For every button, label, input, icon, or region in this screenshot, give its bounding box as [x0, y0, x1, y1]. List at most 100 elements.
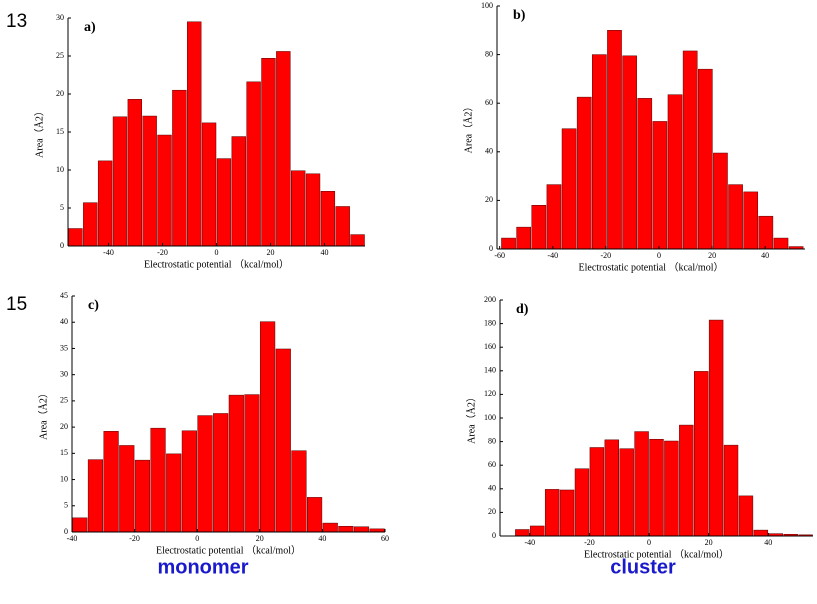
y-tick-label: 5 — [60, 203, 64, 212]
y-axis-label: Area（Å2） — [37, 388, 49, 440]
y-tick-label: 40 — [60, 317, 68, 326]
bar — [275, 348, 291, 533]
bar — [228, 394, 244, 533]
bar — [515, 529, 530, 537]
bar — [559, 489, 575, 537]
x-axis-label: Electrostatic potential （kcal/mol） — [579, 261, 724, 273]
y-tick-label: 20 — [60, 422, 68, 431]
bar — [634, 431, 649, 537]
x-tick-label: 40 — [318, 534, 326, 543]
bar — [68, 228, 83, 247]
y-axis-label: Area（Å2） — [33, 106, 45, 158]
y-tick-label: 25 — [60, 396, 68, 405]
bar — [708, 319, 724, 537]
bar — [574, 468, 590, 537]
x-tick-label: 40 — [764, 538, 772, 547]
y-tick-label: 80 — [485, 49, 493, 58]
x-tick-label: 20 — [705, 538, 713, 547]
bar — [320, 191, 336, 247]
bar — [694, 371, 709, 537]
y-axis-label: Area（Å2） — [462, 102, 474, 154]
bar — [530, 525, 545, 537]
y-tick-label: 0 — [492, 531, 496, 540]
x-tick-label: 40 — [761, 251, 769, 260]
bar — [87, 459, 104, 533]
bar — [244, 394, 260, 533]
bar — [607, 30, 622, 250]
x-tick-label: -20 — [584, 538, 595, 547]
bar — [723, 444, 739, 537]
y-tick-label: 160 — [484, 342, 496, 351]
y-tick-label: 0 — [489, 244, 493, 253]
bar — [216, 158, 232, 247]
x-tick-label: 0 — [657, 251, 661, 260]
x-tick-label: -60 — [494, 251, 505, 260]
panel-label: b) — [513, 8, 526, 23]
bar — [307, 497, 323, 533]
bar — [112, 116, 128, 247]
y-tick-label: 5 — [64, 501, 68, 510]
bar — [667, 94, 683, 250]
bar — [213, 413, 229, 533]
bar — [758, 215, 774, 250]
bar — [83, 202, 98, 247]
x-tick-label: -40 — [103, 248, 114, 257]
bar — [501, 237, 516, 250]
bar — [604, 439, 619, 537]
bar — [291, 450, 307, 533]
x-tick-label: 20 — [708, 251, 716, 260]
y-tick-label: 100 — [481, 1, 493, 10]
bar — [166, 453, 182, 533]
y-tick-label: 200 — [484, 295, 496, 304]
y-tick-label: 30 — [56, 13, 64, 22]
y-tick-label: 20 — [488, 507, 496, 516]
y-tick-label: 60 — [488, 460, 496, 469]
y-tick-label: 60 — [485, 98, 493, 107]
y-tick-label: 0 — [64, 527, 68, 536]
bar — [291, 170, 306, 247]
x-tick-label: 0 — [215, 248, 219, 257]
bar — [187, 21, 202, 247]
y-tick-label: 20 — [485, 195, 493, 204]
bar — [72, 517, 88, 533]
bar — [261, 58, 276, 247]
x-tick-label: 20 — [267, 248, 275, 257]
bar — [350, 234, 365, 247]
y-tick-label: 40 — [485, 147, 493, 156]
bar — [697, 68, 713, 250]
bar — [172, 89, 187, 247]
bar — [592, 54, 607, 250]
bar — [619, 448, 634, 537]
bar — [97, 160, 113, 247]
x-tick-label: -40 — [67, 534, 78, 543]
row-label: 15 — [6, 294, 27, 315]
bar — [516, 226, 532, 250]
x-axis-label: Electrostatic potential （kcal/mol） — [144, 258, 289, 270]
bar — [753, 529, 769, 537]
x-axis-label: Electrostatic potential （kcal/mol） — [156, 544, 301, 556]
y-tick-label: 15 — [56, 127, 64, 136]
x-tick-label: -20 — [601, 251, 612, 260]
x-tick-label: -20 — [157, 248, 168, 257]
y-axis-label: Area（Å2） — [465, 392, 477, 444]
bar — [531, 205, 547, 250]
y-tick-label: 80 — [488, 436, 496, 445]
bar — [134, 459, 151, 533]
bar — [260, 321, 276, 533]
bar — [119, 445, 135, 533]
x-tick-label: 0 — [647, 538, 651, 547]
y-tick-label: 25 — [56, 51, 64, 60]
y-tick-label: 20 — [56, 89, 64, 98]
bar — [103, 431, 119, 533]
y-tick-label: 30 — [60, 369, 68, 378]
bar — [561, 128, 577, 250]
bar — [679, 424, 694, 537]
bar — [197, 415, 213, 533]
bar — [142, 115, 157, 247]
y-tick-label: 100 — [484, 413, 496, 422]
x-tick-label: -20 — [129, 534, 140, 543]
x-tick-label: -40 — [524, 538, 535, 547]
y-tick-label: 120 — [484, 389, 496, 398]
y-tick-label: 180 — [484, 318, 496, 327]
